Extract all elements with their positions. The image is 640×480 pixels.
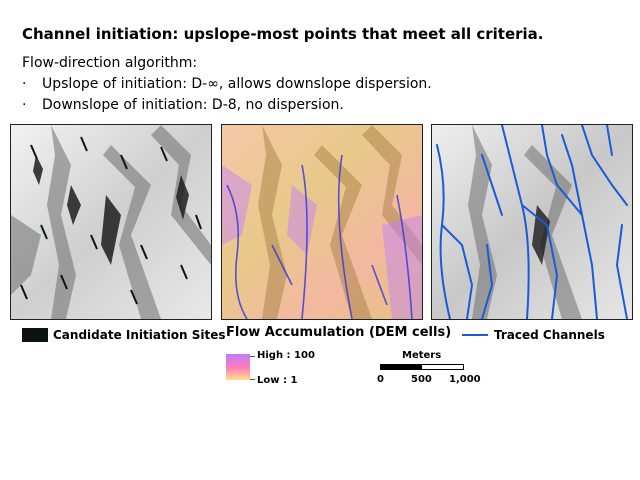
scale-label: 500	[411, 374, 432, 385]
scale-bar	[380, 364, 464, 370]
scale-label: 1,000	[449, 374, 481, 385]
bullet-symbol: ·	[22, 97, 27, 113]
bullet-symbol: ·	[22, 76, 27, 92]
traced-channels-swatch	[462, 334, 488, 336]
map-candidate-sites	[10, 124, 212, 320]
ramp-high-label: High : 100	[257, 350, 315, 361]
scale-label: 0	[377, 374, 384, 385]
page-title: Channel initiation: upslope-most points …	[22, 25, 544, 43]
flow-accumulation-title: Flow Accumulation (DEM cells)	[226, 325, 452, 340]
hillshade-map	[11, 125, 211, 319]
ramp-low-label: Low : 1	[257, 375, 298, 386]
candidate-swatch	[22, 328, 48, 342]
bullet-text: Downslope of initiation: D-8, no dispers…	[42, 97, 344, 113]
subtitle: Flow-direction algorithm:	[22, 55, 198, 71]
scale-title: Meters	[402, 350, 442, 361]
map-flow-accumulation	[221, 124, 423, 320]
flow-accumulation-map	[222, 125, 422, 319]
ramp-tick-high	[250, 356, 255, 357]
color-ramp	[226, 354, 250, 380]
ramp-tick-low	[250, 379, 255, 380]
candidate-label: Candidate Initiation Sites	[53, 328, 226, 342]
traced-channels-map	[432, 125, 632, 319]
bullet-text: Upslope of initiation: D-∞, allows downs…	[42, 76, 432, 92]
traced-channels-label: Traced Channels	[494, 328, 605, 342]
scale-bar-segment	[381, 365, 422, 369]
map-traced-channels	[431, 124, 633, 320]
